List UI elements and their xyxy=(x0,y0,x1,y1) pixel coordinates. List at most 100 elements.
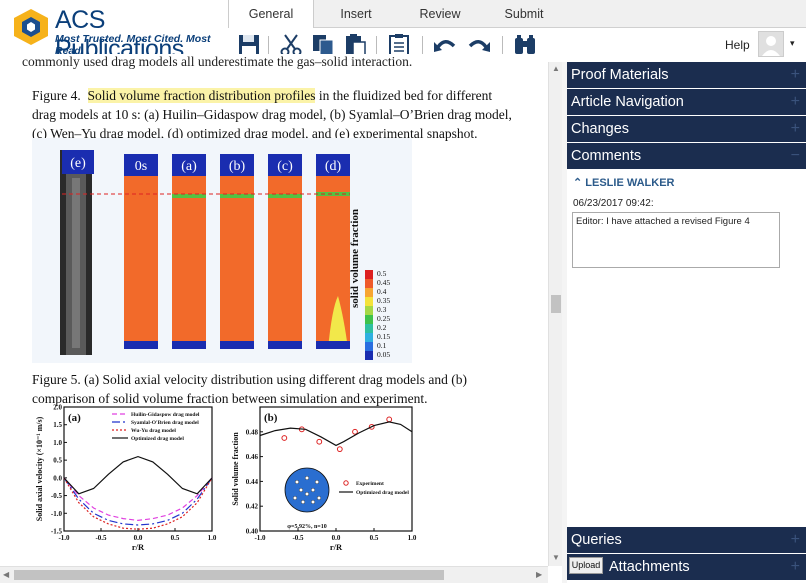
figure-4-image[interactable]: (e) 0s (a) (b) (c) (d) solid volum xyxy=(32,138,412,363)
comment-text-box[interactable]: Editor: I have attached a revised Figure… xyxy=(572,212,780,268)
scrollbar-thumb[interactable] xyxy=(14,570,444,580)
comment-author[interactable]: ⌃ LESLIE WALKER xyxy=(573,177,675,189)
probe-point xyxy=(311,499,316,504)
x-tick-label: 0.5 xyxy=(370,534,379,542)
scroll-down-icon[interactable]: ▼ xyxy=(552,553,560,562)
colorbar-tick: 0.25 xyxy=(377,314,390,323)
x-axis-label: r/R xyxy=(132,542,145,552)
colorbar-tick: 0.2 xyxy=(377,323,387,332)
y-axis-label: Solid axial velocity (×10⁻¹ m/s) xyxy=(35,416,44,521)
y-tick-label: 0.46 xyxy=(246,453,259,461)
simulation-columns: 0s (a) (b) (c) (d) xyxy=(124,154,350,349)
y-tick-label: 1.5 xyxy=(53,421,62,429)
caption-text: comparison of solid volume fraction betw… xyxy=(32,391,428,406)
redo-icon[interactable] xyxy=(466,32,492,58)
plot-frame xyxy=(63,406,213,532)
pane-splitter[interactable] xyxy=(562,62,567,583)
figure-5-charts[interactable]: (a) -1.0 -0.5 0.0 0.5 1.0 2.0 1.5 1.0 0.5 0.0 -0.5 -… xyxy=(32,403,422,561)
experiment-point xyxy=(368,423,375,430)
probe-point xyxy=(315,479,320,484)
colorbar-title: solid volume fraction xyxy=(349,209,361,308)
legend-label: Experiment xyxy=(356,481,384,487)
x-axis-label: r/R xyxy=(330,542,343,552)
legend-label: Huilin-Gidaspow drag model xyxy=(131,412,200,418)
y-tick-label: -0.5 xyxy=(51,492,63,500)
y-axis-label: Solid volume fraction xyxy=(231,432,240,506)
y-tick-label: 1.0 xyxy=(53,439,62,447)
y-tick-label: -1.5 xyxy=(51,528,63,536)
highlighted-text[interactable]: Solid volume fraction distribution profi… xyxy=(87,88,316,103)
figure-4-label: Figure 4. xyxy=(32,88,81,103)
x-tick-label: 1.0 xyxy=(208,534,217,542)
colorbar-tick: 0.4 xyxy=(377,287,387,296)
user-icon xyxy=(762,36,780,56)
tab-insert[interactable]: Insert xyxy=(340,7,372,21)
help-link[interactable]: Help xyxy=(725,38,750,52)
panel-article-navigation[interactable]: Article Navigation + xyxy=(567,89,806,115)
panel-queries[interactable]: Queries + xyxy=(567,527,806,553)
experiment-point xyxy=(281,435,288,441)
document-view: commonly used drag models all underestim… xyxy=(0,54,548,566)
caption-text: drag models at 10 s: (a) Huilin–Gidaspow… xyxy=(32,107,512,122)
y-tick-label: 0.48 xyxy=(246,428,259,436)
chevron-up-icon: ⌃ xyxy=(573,177,583,189)
figure-label-e: (e) xyxy=(70,156,86,171)
colorbar-tick: 0.3 xyxy=(377,305,387,314)
panel-comments[interactable]: Comments − xyxy=(567,143,806,169)
colorbar-tick: 0.35 xyxy=(377,296,390,305)
panel-label: (b) xyxy=(264,412,278,424)
upload-button[interactable]: Upload xyxy=(569,557,603,574)
probe-point xyxy=(317,495,322,500)
avatar[interactable] xyxy=(758,31,784,57)
x-tick-label: -0.5 xyxy=(292,534,304,542)
cut-icon[interactable] xyxy=(278,32,304,58)
cross-section-inset xyxy=(284,467,330,513)
vertical-scrollbar[interactable]: ▲ ▼ xyxy=(548,62,562,566)
probe-point xyxy=(295,479,300,484)
x-tick-label: -1.0 xyxy=(254,534,266,542)
probe-point xyxy=(293,495,298,500)
probe-point xyxy=(305,475,310,480)
undo-icon[interactable] xyxy=(432,32,458,58)
find-binoculars-icon[interactable] xyxy=(512,32,538,58)
scrollbar-thumb[interactable] xyxy=(551,295,561,313)
caption-text: (c) Wen–Yu drag model, (d) optimized dra… xyxy=(32,126,478,141)
x-tick-label: -0.5 xyxy=(95,534,107,542)
paste-text-icon[interactable] xyxy=(386,32,412,58)
probe-point xyxy=(301,499,306,504)
acs-logo: ACS Publications Most Trusted. Most Cite… xyxy=(0,0,228,63)
collapse-icon: − xyxy=(790,147,800,164)
panel-changes[interactable]: Changes + xyxy=(567,116,806,142)
body-text: commonly used drag models all underestim… xyxy=(22,54,413,69)
colorbar-tick: 0.1 xyxy=(377,341,387,350)
probe-point xyxy=(311,487,316,492)
x-tick-label: 1.0 xyxy=(408,534,417,542)
series-line xyxy=(63,477,213,530)
tab-general[interactable]: General xyxy=(228,0,314,29)
scroll-right-icon[interactable]: ▶ xyxy=(536,570,543,579)
panel-proof-materials[interactable]: Proof Materials + xyxy=(567,62,806,88)
y-tick-label: 0.44 xyxy=(246,478,259,486)
figure-label-c: (c) xyxy=(277,159,293,174)
horizontal-scrollbar[interactable]: ◀ ▶ xyxy=(0,566,548,583)
chevron-down-icon[interactable]: ▾ xyxy=(790,38,795,48)
series-line xyxy=(63,477,213,522)
legend-label: Syamlal-O'Brien drag model xyxy=(131,420,199,426)
series-line xyxy=(259,421,413,447)
copy-icon[interactable] xyxy=(310,32,336,58)
panel-attachments[interactable]: Attachments + xyxy=(567,554,806,580)
legend-label: Optimized drag model xyxy=(356,490,409,496)
colorbar-tick: 0.05 xyxy=(377,350,390,359)
scroll-up-icon[interactable]: ▲ xyxy=(552,64,560,73)
tab-review[interactable]: Review xyxy=(419,7,461,21)
inset-label: φ=5.92%, n=10 xyxy=(287,524,326,530)
series-line xyxy=(63,477,213,526)
scroll-left-icon[interactable]: ◀ xyxy=(3,570,10,579)
paste-icon[interactable] xyxy=(342,32,368,58)
expand-icon: + xyxy=(790,531,800,548)
legend-label: Optimized drag model xyxy=(131,436,184,442)
tab-submit[interactable]: Submit xyxy=(504,7,544,21)
figure-label-0s: 0s xyxy=(135,159,147,174)
save-icon[interactable] xyxy=(236,32,262,58)
